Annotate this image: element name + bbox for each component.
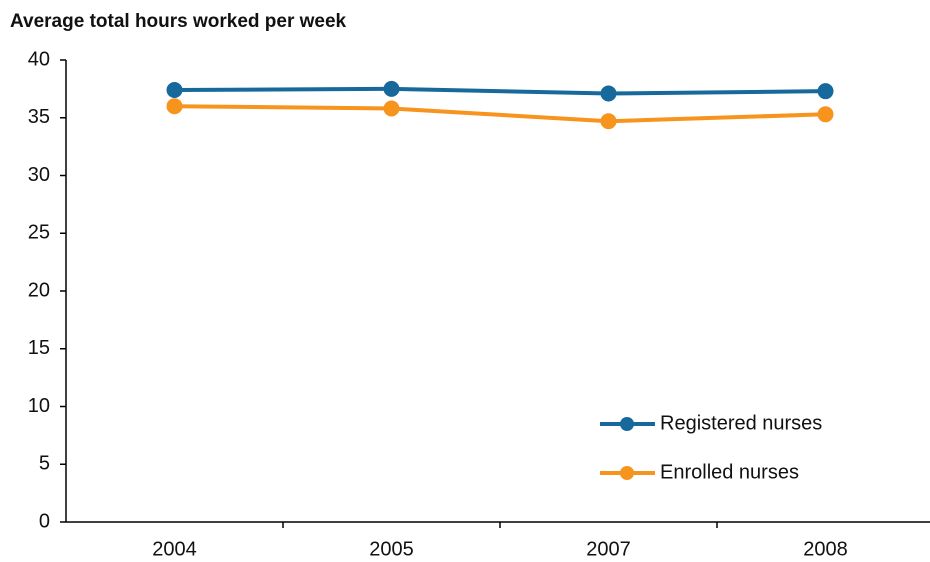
- point: [817, 83, 834, 100]
- y-tick-label: 0: [39, 510, 50, 532]
- point: [600, 85, 617, 102]
- y-tick-label: 40: [28, 48, 50, 70]
- legend-label: Enrolled nurses: [660, 461, 799, 483]
- x-tick-label: 2005: [369, 538, 414, 560]
- x-tick-label: 2008: [803, 538, 848, 560]
- chart-title: Average total hours worked per week: [10, 11, 347, 32]
- legend-marker: [620, 466, 634, 480]
- x-tick-label: 2004: [152, 538, 197, 560]
- point: [166, 98, 183, 115]
- series-line: [174, 104, 826, 124]
- point: [383, 80, 400, 97]
- point: [817, 106, 834, 123]
- y-tick-label: 10: [28, 395, 50, 417]
- series-line: [174, 86, 826, 96]
- x-tick-label: 2007: [586, 538, 631, 560]
- y-tick-label: 15: [28, 337, 50, 359]
- y-tick-label: 20: [28, 279, 50, 301]
- y-tick-label: 25: [28, 222, 50, 244]
- point: [383, 100, 400, 117]
- point: [166, 82, 183, 99]
- y-tick-label: 30: [28, 164, 50, 186]
- point: [600, 113, 617, 130]
- y-tick-label: 5: [39, 453, 50, 475]
- y-tick-label: 35: [28, 106, 50, 128]
- legend-marker: [620, 417, 634, 431]
- legend-label: Registered nurses: [660, 412, 822, 434]
